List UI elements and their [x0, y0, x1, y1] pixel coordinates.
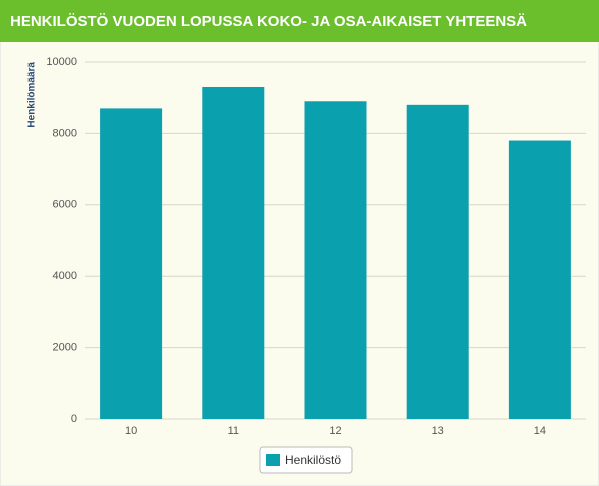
x-tick-label: 12	[329, 425, 341, 437]
y-axis-label: Henkilömäärä	[27, 62, 38, 128]
y-tick-label: 0	[71, 413, 77, 425]
bar	[202, 86, 265, 420]
bar	[406, 104, 469, 419]
bar	[304, 101, 367, 420]
chart-title: HENKILÖSTÖ VUODEN LOPUSSA KOKO- JA OSA-A…	[10, 13, 527, 30]
x-tick-label: 10	[125, 425, 137, 437]
x-tick-label: 11	[228, 425, 239, 437]
legend-label: Henkilöstö	[285, 453, 341, 467]
bar	[508, 140, 571, 420]
title-bar	[0, 0, 599, 42]
x-tick-label: 14	[534, 425, 546, 437]
y-tick-label: 6000	[53, 199, 77, 211]
x-tick-label: 13	[432, 425, 444, 437]
legend-box	[259, 446, 353, 474]
y-tick-label: 8000	[53, 127, 77, 139]
y-tick-label: 10000	[46, 56, 77, 68]
y-tick-label: 4000	[53, 270, 77, 282]
y-tick-label: 2000	[53, 342, 77, 354]
bar	[100, 108, 163, 419]
legend-swatch	[266, 454, 280, 466]
